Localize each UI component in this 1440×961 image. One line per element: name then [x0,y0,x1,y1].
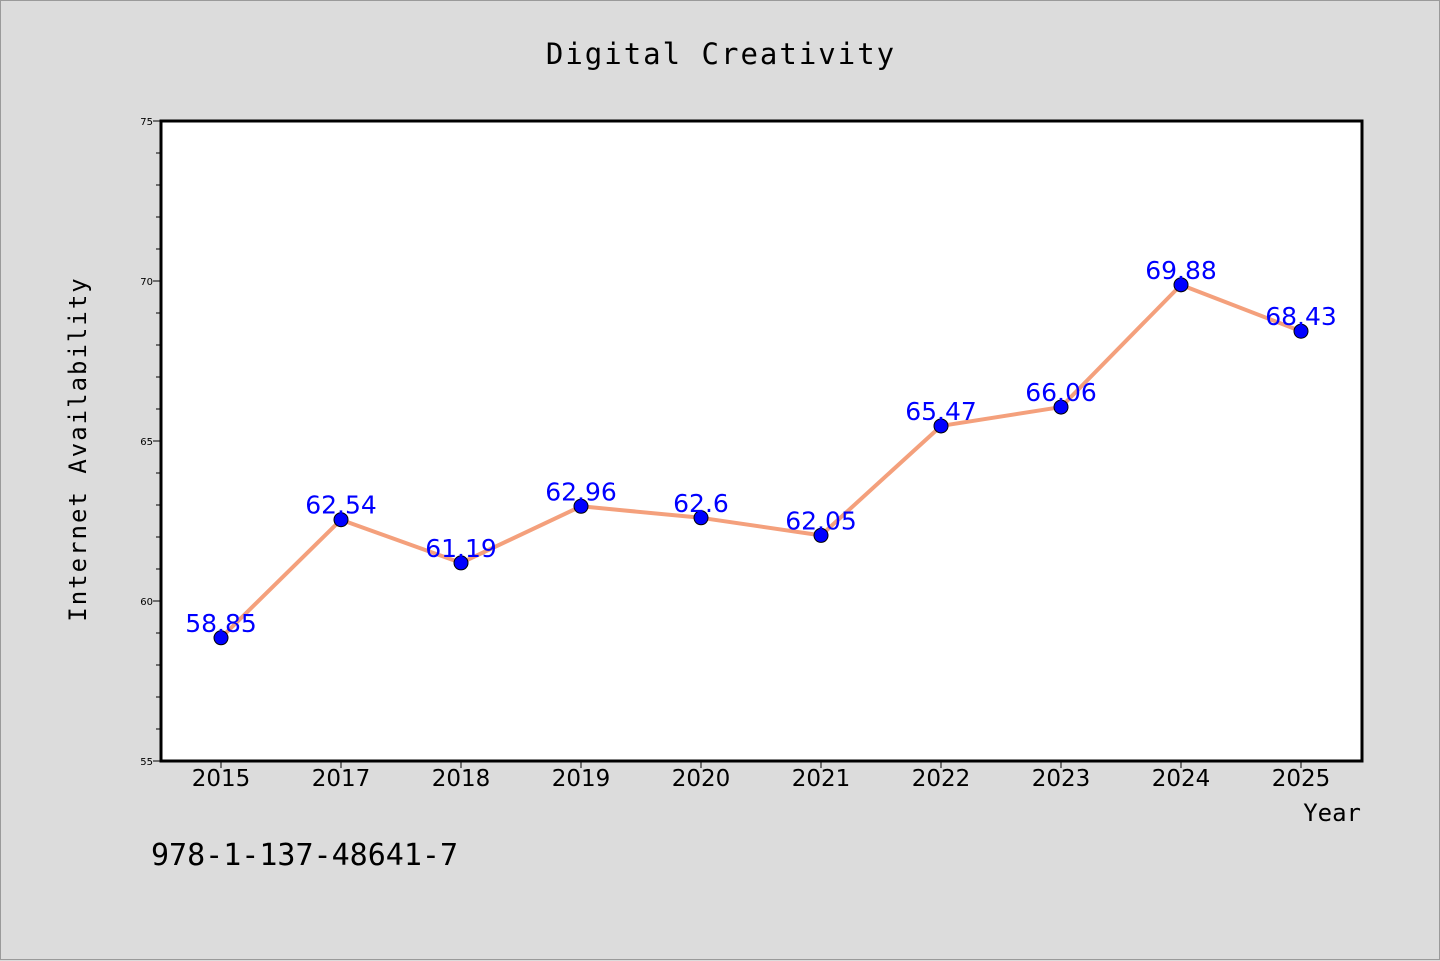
data-label: 58.85 [185,609,257,638]
x-axis: 2015 2017 2018 2019 2020 2021 2022 2023 2024 2025 [192,761,1331,792]
data-label: 66.06 [1025,378,1097,407]
x-tick-label: 2017 [312,766,371,792]
data-label: 65.47 [905,397,977,426]
data-label: 69.88 [1145,256,1217,285]
footnote-isbn: 978-1-137-48641-7 [151,838,458,873]
plot-area [159,119,1364,763]
y-tick-label: 55 [140,757,153,768]
x-tick-label: 2015 [192,766,251,792]
data-point-marker [453,555,469,571]
data-labels: 58.85 62.54 61.19 62.96 62.6 62.05 65.47 66.06 6… [185,256,1337,638]
x-tick-label: 2024 [1152,766,1211,792]
y-axis-label: Internet Availability [64,276,92,621]
x-tick-label: 2023 [1032,766,1091,792]
data-label: 62.6 [673,489,729,518]
data-point-marker [1173,277,1189,293]
data-point-marker [333,512,349,528]
data-label: 62.96 [545,477,617,506]
x-axis-label: Year [1303,799,1361,827]
series-group [213,277,1309,646]
data-point-marker [573,498,589,514]
series-line [219,282,1303,640]
y-tick-label: 70 [140,277,153,288]
x-tick-label: 2025 [1272,766,1331,792]
data-label: 68.43 [1265,302,1337,331]
data-point-marker [1053,399,1069,415]
x-tick-label: 2021 [792,766,851,792]
chart-title: Digital Creativity [546,37,896,71]
x-tick-label: 2020 [672,766,731,792]
x-tick-label: 2019 [552,766,611,792]
x-tick-label: 2022 [912,766,971,792]
data-label: 62.05 [785,506,857,535]
y-tick-label: 65 [140,437,153,448]
data-point-marker [813,527,829,543]
x-tick-label: 2018 [432,766,491,792]
data-point-marker [1293,323,1309,339]
y-axis: 55 60 65 70 75 [140,117,161,768]
y-tick-label: 75 [140,117,153,128]
data-label: 61.19 [425,534,497,563]
data-point-marker [213,630,229,646]
y-tick-label: 60 [140,597,153,608]
data-label: 62.54 [305,491,377,520]
data-point-marker [933,418,949,434]
data-point-marker [693,510,709,526]
